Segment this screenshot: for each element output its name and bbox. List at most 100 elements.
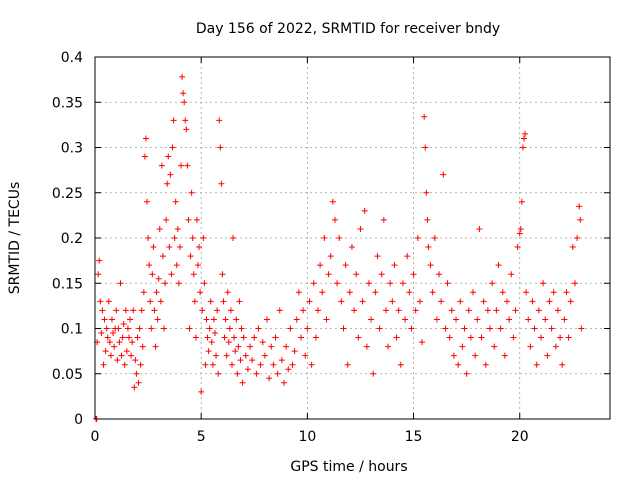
data-point — [208, 339, 215, 346]
data-point — [548, 325, 555, 332]
data-point — [174, 225, 181, 232]
data-point — [520, 135, 527, 142]
data-point — [480, 298, 487, 305]
data-point — [317, 262, 324, 269]
data-point — [220, 298, 227, 305]
data-point — [540, 280, 547, 287]
data-point — [201, 280, 208, 287]
data-point — [416, 298, 423, 305]
data-point — [497, 325, 504, 332]
data-point — [389, 298, 396, 305]
data-point — [103, 325, 110, 332]
data-point — [285, 366, 292, 373]
data-point — [185, 216, 192, 223]
x-tick-label: 20 — [511, 429, 529, 445]
data-point — [124, 325, 131, 332]
data-point — [224, 289, 231, 296]
data-point — [331, 216, 338, 223]
data-point — [455, 361, 462, 368]
y-tick-label: 0.35 — [52, 95, 83, 111]
data-point — [499, 289, 506, 296]
data-point — [276, 307, 283, 314]
data-point — [123, 348, 130, 355]
data-point — [353, 271, 360, 278]
data-point — [402, 316, 409, 323]
data-point — [412, 307, 419, 314]
data-point — [218, 180, 225, 187]
data-point — [489, 280, 496, 287]
data-point — [131, 384, 138, 391]
data-point — [474, 316, 481, 323]
data-point — [563, 289, 570, 296]
data-point — [565, 334, 572, 341]
data-point — [355, 334, 362, 341]
x-tick-label: 0 — [91, 429, 100, 445]
data-point — [157, 298, 164, 305]
data-point — [446, 334, 453, 341]
data-point — [209, 361, 216, 368]
data-point — [253, 370, 260, 377]
data-point — [225, 339, 232, 346]
data-point — [117, 280, 124, 287]
data-point — [310, 280, 317, 287]
data-point — [121, 361, 128, 368]
data-point — [107, 352, 114, 359]
data-point — [259, 339, 266, 346]
data-point — [197, 289, 204, 296]
data-point — [535, 307, 542, 314]
data-point — [191, 298, 198, 305]
data-point — [144, 198, 151, 205]
data-point — [567, 298, 574, 305]
data-point — [533, 361, 540, 368]
data-point — [189, 235, 196, 241]
data-point — [516, 230, 523, 237]
data-point — [387, 280, 394, 287]
data-point — [162, 280, 169, 287]
x-tick-label: 5 — [197, 429, 206, 445]
data-point — [158, 162, 165, 169]
data-point — [147, 298, 154, 305]
data-point — [247, 343, 254, 350]
data-point — [397, 361, 404, 368]
data-point — [98, 330, 105, 337]
data-point — [476, 225, 483, 232]
data-point — [537, 334, 544, 341]
data-point — [283, 343, 290, 350]
data-point — [164, 180, 171, 187]
y-axis-label: SRMTID / TECUs — [7, 182, 23, 295]
data-point — [274, 370, 281, 377]
data-point — [110, 330, 117, 337]
data-point — [295, 289, 302, 296]
data-point — [504, 298, 510, 305]
data-point — [395, 307, 402, 314]
data-point — [459, 343, 466, 350]
x-axis-label: GPS time / hours — [290, 459, 407, 475]
data-point — [146, 262, 153, 269]
data-point — [221, 334, 228, 341]
data-point — [508, 271, 515, 278]
data-point — [410, 271, 417, 278]
data-point — [506, 316, 513, 323]
data-point — [287, 325, 294, 332]
data-point — [232, 348, 239, 355]
data-point — [491, 343, 498, 350]
data-point — [192, 334, 199, 341]
data-point — [195, 262, 201, 269]
data-point — [156, 225, 163, 232]
data-point — [365, 280, 372, 287]
data-point — [298, 334, 304, 341]
data-point — [170, 117, 177, 124]
chart-title: Day 156 of 2022, SRMTID for receiver bnd… — [196, 21, 500, 37]
data-point — [207, 298, 214, 305]
y-tick-label: 0.15 — [52, 276, 83, 292]
data-point — [242, 352, 249, 359]
data-point — [382, 307, 389, 314]
data-point — [261, 352, 268, 359]
data-point — [438, 298, 445, 305]
data-point — [244, 366, 251, 373]
data-point — [145, 235, 152, 241]
data-point — [323, 316, 330, 323]
data-point — [104, 334, 111, 341]
